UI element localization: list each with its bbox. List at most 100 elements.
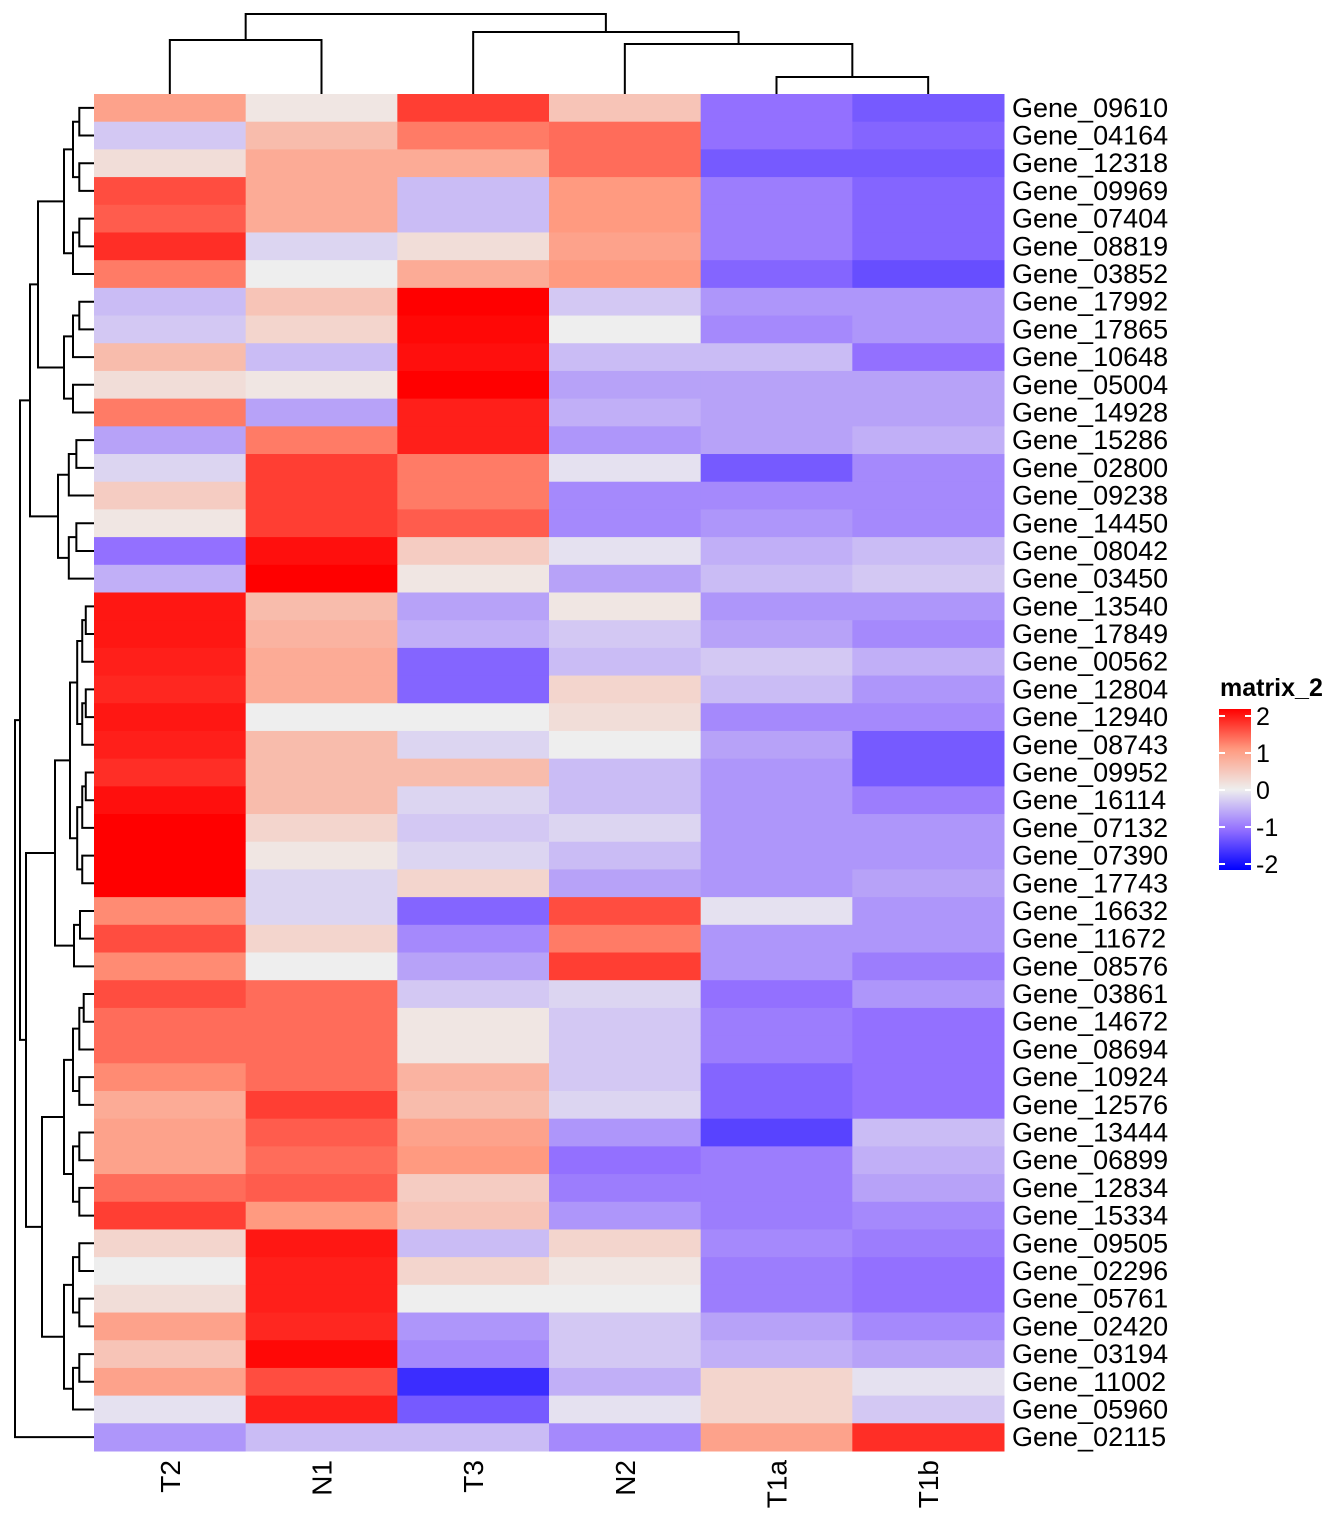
dendrogram-branch <box>78 217 94 248</box>
heatmap-cell <box>700 1035 853 1064</box>
heatmap-cell <box>397 1007 550 1037</box>
heatmap-cell <box>397 398 550 427</box>
heatmap-cell <box>852 481 1005 510</box>
heatmap-cell <box>852 1035 1005 1064</box>
dendrogram-branch <box>78 1076 94 1106</box>
legend-tick-label: 1 <box>1256 740 1270 768</box>
heatmap-cell <box>397 287 550 317</box>
heatmap-cell <box>852 703 1005 732</box>
heatmap-cell <box>397 647 550 677</box>
row-label: Gene_04164 <box>1012 121 1168 151</box>
heatmap-cell <box>245 426 398 455</box>
heatmap-cell <box>852 1090 1005 1120</box>
dendrogram-branch <box>81 785 94 829</box>
heatmap-cell <box>245 1201 398 1230</box>
dendrogram-branch <box>79 909 94 940</box>
heatmap-cell <box>852 343 1005 372</box>
heatmap-cell <box>245 1118 398 1147</box>
dendrogram-branch <box>81 619 94 663</box>
row-label: Gene_09238 <box>1012 481 1168 511</box>
heatmap-cell <box>397 1367 550 1397</box>
column-dendrogram <box>168 13 930 94</box>
row-label: Gene_10648 <box>1012 342 1168 372</box>
heatmap-cell <box>549 1395 702 1424</box>
heatmap-cell <box>700 177 853 206</box>
dendrogram-branch <box>63 1058 73 1176</box>
heatmap-cell <box>397 1340 550 1369</box>
heatmap-cell <box>700 1146 853 1175</box>
heatmap-cell <box>549 537 702 566</box>
dendrogram-branch <box>41 1115 64 1338</box>
heatmap-cell <box>852 1201 1005 1230</box>
heatmap-cell <box>94 1395 247 1424</box>
row-label: Gene_09969 <box>1012 176 1168 206</box>
heatmap-cell <box>397 1146 550 1175</box>
heatmap-cell <box>700 592 853 621</box>
row-label: Gene_14928 <box>1012 397 1168 427</box>
dendrogram-branch <box>84 605 94 636</box>
heatmap-cell <box>94 1312 247 1341</box>
dendrogram-branch <box>623 43 854 94</box>
heatmap-cell <box>94 841 247 870</box>
heatmap-cell <box>245 1229 398 1258</box>
heatmap-cell <box>549 260 702 289</box>
heatmap-cell <box>549 1118 702 1147</box>
heatmap-cell <box>245 924 398 954</box>
heatmap-cell <box>549 1257 702 1286</box>
heatmap-cell <box>549 343 702 372</box>
heatmap-cell <box>94 564 247 593</box>
row-label: Gene_14672 <box>1012 1007 1168 1037</box>
heatmap-cell <box>94 1284 247 1314</box>
row-label: Gene_02115 <box>1012 1422 1166 1452</box>
heatmap-cell <box>852 841 1005 870</box>
heatmap-cell <box>852 537 1005 566</box>
row-label: Gene_03450 <box>1012 564 1168 594</box>
heatmap-cell <box>549 1174 702 1203</box>
heatmap-cell <box>397 814 550 843</box>
heatmap-cell <box>700 758 853 787</box>
dendrogram-branch <box>69 681 78 840</box>
heatmap-cell <box>397 149 550 178</box>
heatmap-cell <box>397 121 550 150</box>
row-label: Gene_15334 <box>1012 1201 1168 1231</box>
row-label: Gene_17865 <box>1012 314 1168 344</box>
dendrogram-branch <box>75 522 94 552</box>
row-label: Gene_12804 <box>1012 674 1168 704</box>
heatmap-cell <box>245 786 398 815</box>
heatmap-cell <box>852 121 1005 150</box>
heatmap-cell <box>94 398 247 427</box>
heatmap-cell <box>397 315 550 344</box>
dendrogram-branch <box>37 200 64 369</box>
heatmap-cell <box>245 592 398 621</box>
dendrogram-branch <box>67 453 94 497</box>
heatmap-cell <box>94 232 247 261</box>
heatmap-cell <box>852 454 1005 483</box>
heatmap-cell <box>245 1257 398 1286</box>
heatmap-cell <box>700 952 853 981</box>
row-label: Gene_03194 <box>1012 1339 1168 1369</box>
heatmap-cell <box>94 1367 247 1397</box>
heatmap-cell <box>94 1118 247 1147</box>
heatmap-cell <box>852 1367 1005 1397</box>
heatmap-cell <box>549 94 702 123</box>
heatmap-cell <box>549 814 702 843</box>
heatmap-cell <box>397 1312 550 1341</box>
heatmap-cell <box>852 1257 1005 1286</box>
heatmap-cell <box>700 1007 853 1037</box>
heatmap-cell <box>549 232 702 261</box>
heatmap-cell <box>852 758 1005 787</box>
heatmap-cell <box>700 1063 853 1092</box>
heatmap-cell <box>549 1007 702 1037</box>
heatmap-cell <box>245 287 398 317</box>
heatmap-cell <box>549 398 702 427</box>
heatmap-cell <box>700 509 853 538</box>
heatmap-cell <box>700 315 853 344</box>
heatmap-cell <box>94 869 247 898</box>
heatmap-cell <box>852 232 1005 261</box>
heatmap-cell <box>700 1284 853 1314</box>
heatmap-cell <box>94 1007 247 1037</box>
dendrogram-branch <box>78 1353 94 1383</box>
dendrogram-branch <box>72 1366 94 1411</box>
column-label: T1a <box>762 1460 793 1509</box>
row-label: Gene_10924 <box>1012 1062 1168 1092</box>
